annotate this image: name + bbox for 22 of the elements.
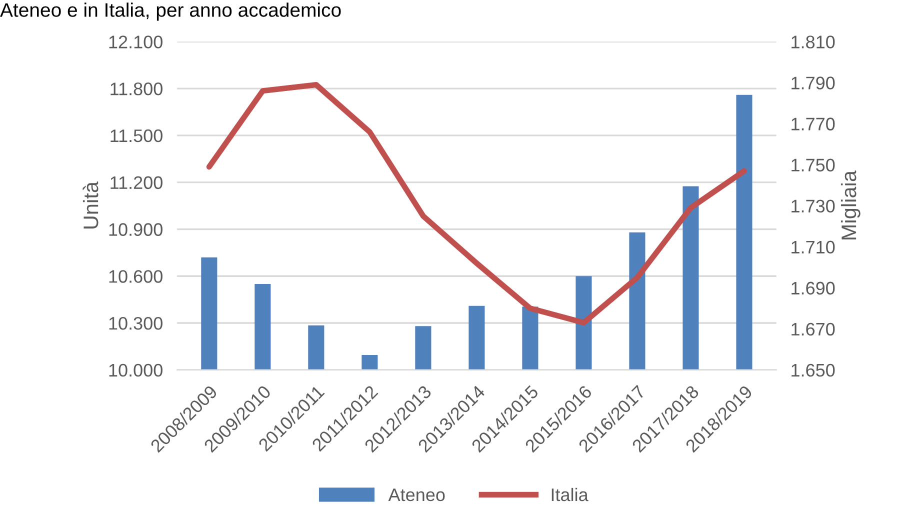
y-tick-label: 10.600 [109,270,162,283]
y2-tick-label: 1.750 [792,158,835,172]
y2-tick-label: 1.650 [792,364,835,377]
y-tick-label: 11.800 [110,82,162,96]
y-axis-title: Unità [82,181,98,229]
y2-tick-label: 1.790 [792,76,835,90]
legend-label: Ateneo [388,488,445,502]
y2-tick-label: 1.670 [792,322,835,336]
chart-title: Ateneo e in Italia, per anno accademico [0,2,341,21]
y-tick-label: 10.900 [109,223,162,236]
y2-tick-label: 1.690 [792,282,835,295]
y2-tick-label: 1.730 [792,200,835,213]
y-tick-label: 12.100 [109,36,162,48]
legend-label: Italia [552,488,588,502]
y2-tick-label: 1.770 [792,118,835,130]
y-tick-label: 11.500 [110,129,162,142]
y-tick-label: 10.000 [109,364,162,377]
y2-axis-title: Migliaia [840,170,860,240]
y2-tick-label: 1.710 [792,240,835,254]
y-tick-label: 11.200 [110,176,162,190]
y2-tick-label: 1.810 [792,36,835,48]
y-tick-label: 10.300 [109,316,162,330]
